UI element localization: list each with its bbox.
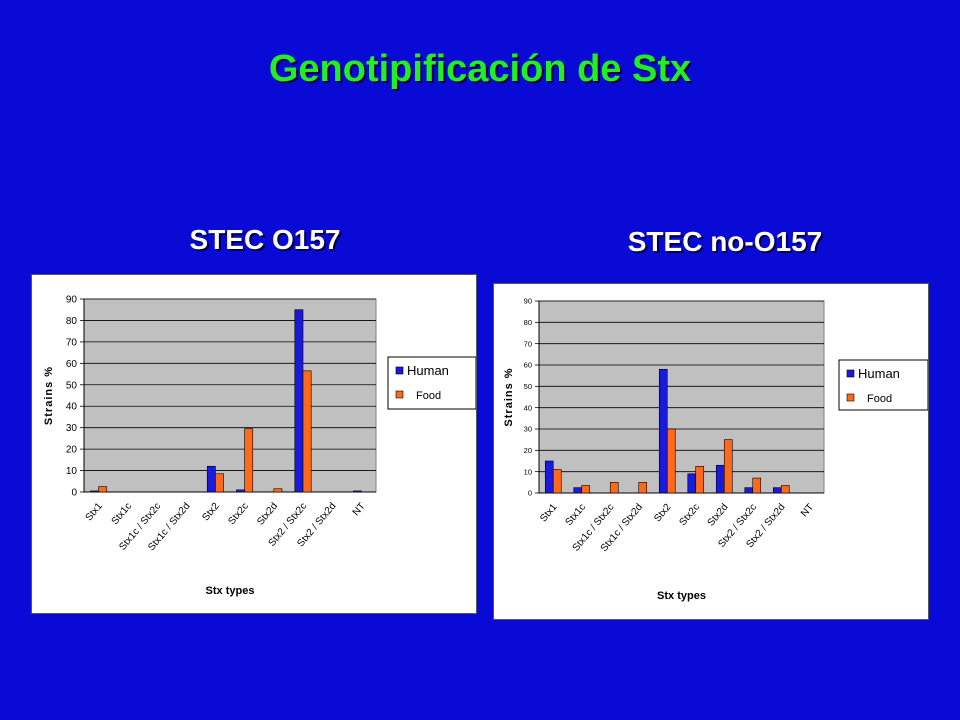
bar-food bbox=[215, 473, 224, 493]
plot-area bbox=[83, 298, 377, 493]
x-tick-label: Stx1 bbox=[84, 501, 106, 524]
y-tick-label: 20 bbox=[66, 445, 78, 456]
bar-human bbox=[206, 465, 216, 493]
bar-food bbox=[752, 477, 762, 494]
x-tick-label: Stx2d bbox=[255, 501, 280, 528]
chart-panel-o157: 0 10 20 30 40 50 60 70 80 90 Stx1 Stx1c Stx1c / Stx2… bbox=[31, 274, 477, 614]
chart-panel-non-o157: 0 10 20 30 40 50 60 70 80 90 Stx1 Stx1c Stx1c / Stx2… bbox=[493, 283, 929, 620]
y-tick-label: 80 bbox=[524, 318, 532, 327]
x-tick-label: Stx2 bbox=[652, 502, 674, 525]
legend-swatch-human bbox=[846, 369, 855, 378]
y-tick-label: 60 bbox=[66, 359, 78, 370]
bar-food bbox=[638, 482, 648, 494]
bar-human bbox=[352, 490, 362, 493]
legend-box bbox=[387, 356, 476, 410]
y-tick-label: 90 bbox=[66, 295, 78, 306]
x-tick-label: Stx2c bbox=[678, 502, 703, 528]
bar-food bbox=[780, 485, 790, 494]
bar-human bbox=[236, 489, 245, 493]
bar-food bbox=[723, 439, 733, 494]
legend-label-human: Human bbox=[858, 366, 900, 381]
y-tick-label: 50 bbox=[66, 380, 78, 391]
chart-heading-o157: STEC O157 bbox=[189, 224, 341, 255]
legend-label-food: Food bbox=[416, 390, 441, 402]
x-tick-label: Stx1c bbox=[564, 502, 589, 528]
y-tick-label: 50 bbox=[524, 382, 532, 391]
x-axis-title: Stx types bbox=[657, 590, 706, 602]
bar-food bbox=[581, 485, 591, 494]
bar-human bbox=[294, 309, 304, 493]
y-tick-label: 70 bbox=[524, 339, 532, 348]
y-tick-label: 0 bbox=[71, 488, 77, 499]
bar-human bbox=[658, 368, 668, 494]
x-tick-label: Stx1 bbox=[538, 502, 560, 525]
y-tick-label: 80 bbox=[66, 316, 78, 327]
bar-food bbox=[609, 482, 619, 494]
legend-label-human: Human bbox=[407, 363, 449, 378]
y-tick-label: 0 bbox=[528, 489, 532, 498]
bar-food bbox=[98, 486, 108, 493]
bar-human bbox=[772, 487, 782, 494]
bar-human bbox=[744, 487, 754, 494]
y-tick-label: 30 bbox=[66, 423, 78, 434]
plot-area bbox=[538, 300, 825, 494]
x-tick-label: Stx2 bbox=[200, 501, 222, 524]
y-tick-label: 40 bbox=[66, 402, 78, 413]
x-tick-label: Stx2c bbox=[226, 501, 251, 527]
y-tick-label: 70 bbox=[66, 337, 78, 348]
bar-food bbox=[302, 370, 312, 493]
chart-heading-non-o157: STEC no-O157 bbox=[627, 226, 823, 257]
y-tick-label: 30 bbox=[524, 425, 532, 434]
x-tick-label: Stx2d bbox=[706, 502, 731, 529]
y-axis-title: Strains % bbox=[43, 366, 55, 425]
bar-human bbox=[90, 490, 99, 493]
legend-swatch-food bbox=[395, 390, 404, 399]
bar-food bbox=[244, 428, 254, 493]
y-tick-label: 90 bbox=[524, 297, 532, 306]
y-axis-title: Strains % bbox=[503, 367, 515, 426]
bar-human bbox=[687, 473, 697, 494]
y-tick-label: 60 bbox=[524, 361, 532, 370]
y-tick-label: 40 bbox=[524, 403, 532, 412]
y-tick-label: 10 bbox=[524, 467, 532, 476]
legend-box bbox=[838, 359, 928, 411]
bar-human bbox=[544, 460, 554, 494]
bar-human bbox=[573, 487, 583, 494]
x-axis-title: Stx types bbox=[206, 585, 255, 597]
y-tick-label: 10 bbox=[66, 466, 78, 477]
bar-food bbox=[273, 488, 283, 493]
x-tick-label: Stx1c bbox=[110, 501, 135, 527]
bar-food bbox=[552, 469, 562, 494]
legend-swatch-food bbox=[846, 393, 855, 402]
legend-swatch-human bbox=[395, 366, 404, 375]
bar-food bbox=[666, 428, 676, 494]
bar-human bbox=[715, 464, 725, 494]
x-tick-label: NT bbox=[351, 501, 368, 518]
bar-food bbox=[695, 466, 705, 494]
slide-title: Genotipificación de Stx bbox=[268, 48, 692, 90]
y-tick-label: 20 bbox=[524, 446, 532, 455]
x-tick-label: NT bbox=[799, 502, 816, 519]
legend-label-food: Food bbox=[867, 393, 892, 405]
